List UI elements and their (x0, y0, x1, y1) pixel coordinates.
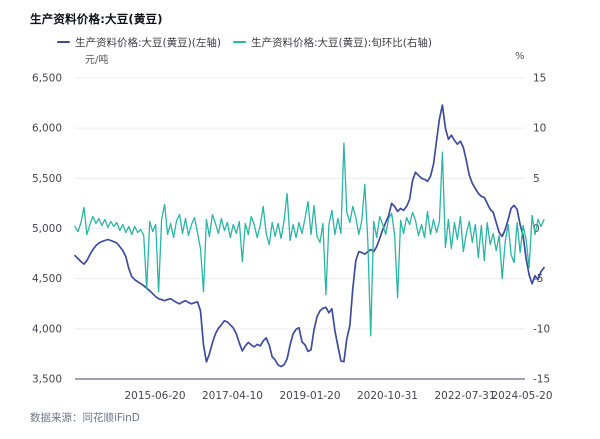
x-axis-tick-label: 2015-06-20 (124, 390, 185, 402)
data-source-note: 数据来源：同花顺iFinD (30, 412, 140, 424)
left-axis-tick-label: 5,500 (32, 173, 62, 185)
right-axis-tick-label: -10 (533, 323, 550, 335)
x-axis-tick-label: 2024-05-20 (491, 390, 552, 402)
legend: 生产资料价格:大豆(黄豆)(左轴) 生产资料价格:大豆(黄豆):旬环比(右轴) (0, 35, 600, 49)
x-axis-tick-label: 2020-10-31 (357, 390, 418, 402)
legend-item-price[interactable]: 生产资料价格:大豆(黄豆)(左轴) (57, 35, 221, 49)
left-axis-tick-label: 5,000 (32, 223, 62, 235)
right-axis-unit: % (515, 51, 525, 62)
left-axis-tick-label: 4,500 (32, 273, 62, 285)
series-line-ratio (74, 142, 545, 337)
right-axis-tick-label: 5 (533, 173, 540, 185)
page-title: 生产资料价格:大豆(黄豆) (30, 12, 163, 26)
x-axis-tick-label: 2019-01-20 (280, 390, 341, 402)
left-axis-tick-label: 6,500 (32, 73, 62, 85)
left-axis-tick-label: 3,500 (32, 374, 62, 386)
left-axis-tick-label: 6,000 (32, 123, 62, 135)
left-axis-tick-label: 4,000 (32, 323, 62, 335)
x-axis-tick-label: 2017-04-10 (202, 390, 263, 402)
legend-label: 生产资料价格:大豆(黄豆)(左轴) (75, 36, 221, 49)
legend-dash (233, 40, 246, 44)
left-axis-unit: 元/吨 (85, 55, 109, 66)
x-axis-tick-label: 2022-07-31 (435, 390, 496, 402)
series-line-price (74, 104, 545, 368)
right-axis-tick-label: 10 (533, 123, 546, 135)
legend-dash (57, 40, 70, 44)
right-axis-tick-label: -15 (533, 374, 550, 386)
legend-item-ratio[interactable]: 生产资料价格:大豆(黄豆):旬环比(右轴) (233, 35, 432, 49)
legend-label: 生产资料价格:大豆(黄豆):旬环比(右轴) (251, 36, 432, 49)
right-axis-tick-label: 15 (533, 73, 546, 85)
